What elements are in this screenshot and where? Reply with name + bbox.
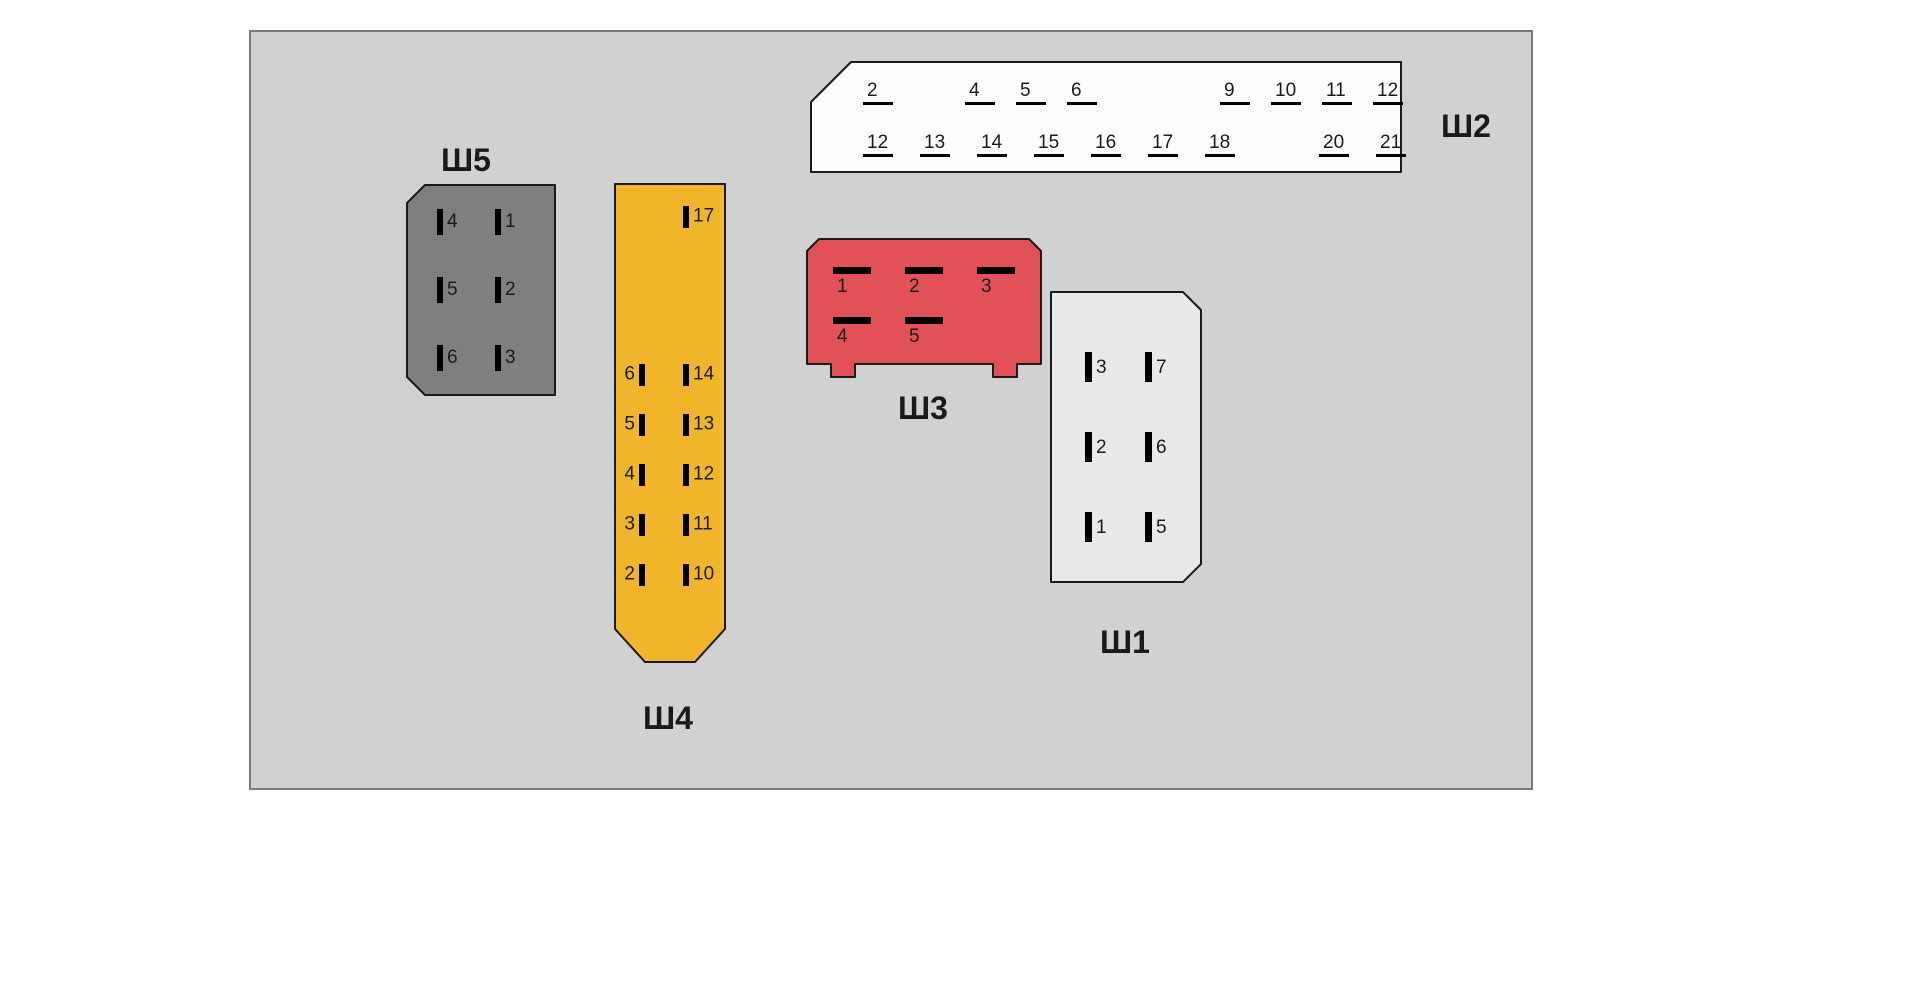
svg-text:4: 4 [447,211,458,232]
svg-text:13: 13 [924,132,945,153]
connector-sh5-title: Ш5 [441,142,491,179]
diagram-panel: Ш5 415263 Ш4 17614513412311210 Ш3 12345 … [249,30,1533,790]
connector-sh2-title: Ш2 [1441,108,1491,145]
connector-sh4-title: Ш4 [643,700,693,737]
svg-text:7: 7 [1156,357,1167,378]
connector-sh1-title: Ш1 [1100,624,1150,661]
svg-text:15: 15 [1038,132,1059,153]
svg-text:14: 14 [693,363,715,384]
svg-text:1: 1 [1096,517,1107,538]
svg-text:6: 6 [447,347,458,368]
svg-text:2: 2 [624,563,635,584]
svg-text:4: 4 [837,326,848,347]
svg-text:3: 3 [1096,357,1107,378]
svg-text:2: 2 [1096,437,1107,458]
svg-text:5: 5 [1020,80,1031,101]
svg-text:3: 3 [505,347,516,368]
svg-text:2: 2 [505,279,516,300]
svg-text:2: 2 [909,276,920,297]
svg-text:3: 3 [624,513,635,534]
svg-text:6: 6 [1071,80,1082,101]
svg-text:18: 18 [1209,132,1230,153]
svg-text:21: 21 [1380,132,1401,153]
svg-text:4: 4 [624,463,635,484]
svg-text:10: 10 [1275,80,1296,101]
svg-text:5: 5 [909,326,920,347]
connector-sh5: 4 1 5 2 6 3 [407,185,555,395]
svg-text:17: 17 [1152,132,1173,153]
svg-text:5: 5 [447,279,458,300]
svg-text:3: 3 [981,276,992,297]
svg-text:10: 10 [693,563,714,584]
connector-sh4: 17 6 14 5 13 4 12 3 11 2 10 [615,184,725,662]
svg-text:14: 14 [981,132,1003,153]
svg-text:12: 12 [1377,80,1398,101]
svg-text:1: 1 [505,211,516,232]
svg-text:13: 13 [693,413,714,434]
connector-sh3: 1 2 3 4 5 [807,239,1041,377]
svg-text:16: 16 [1095,132,1116,153]
svg-text:6: 6 [624,363,635,384]
svg-text:9: 9 [1224,80,1235,101]
connector-sh3-title: Ш3 [898,390,948,427]
svg-text:5: 5 [624,413,635,434]
connector-sh2: 2 4 5 6 9 10 11 12 12 13 14 15 16 17 18 20 21 [811,62,1401,172]
svg-text:12: 12 [693,463,714,484]
svg-text:17: 17 [693,205,714,226]
svg-text:11: 11 [693,513,713,534]
svg-text:12: 12 [867,132,888,153]
connector-sh1: 3 7 2 6 1 5 [1051,292,1201,582]
svg-text:4: 4 [969,80,980,101]
svg-text:20: 20 [1323,132,1344,153]
svg-text:5: 5 [1156,517,1167,538]
svg-text:6: 6 [1156,437,1167,458]
svg-text:1: 1 [837,276,848,297]
svg-text:11: 11 [1326,80,1346,101]
svg-text:2: 2 [867,80,878,101]
